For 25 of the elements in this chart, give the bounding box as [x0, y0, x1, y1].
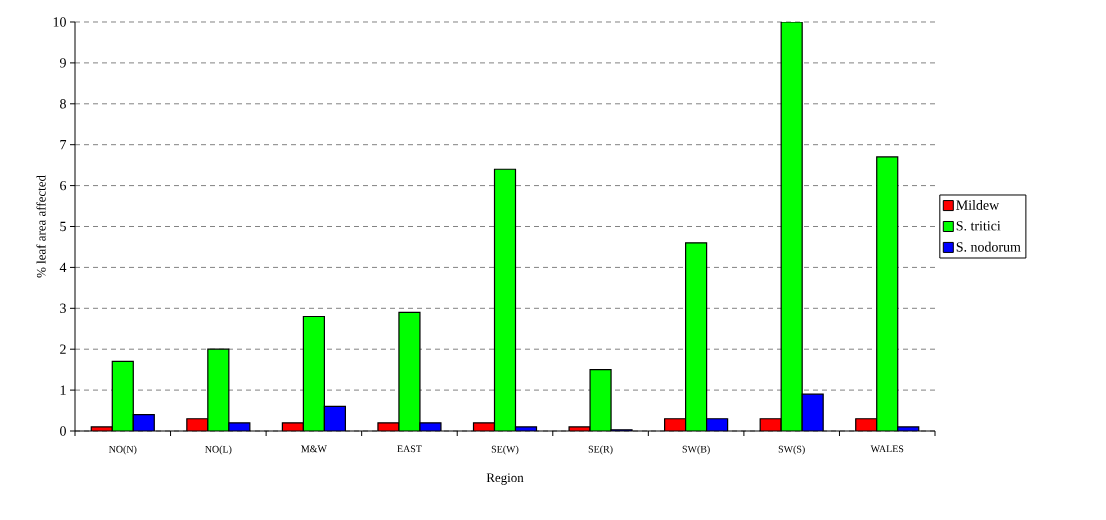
legend-label: Mildew — [956, 199, 1000, 210]
y-tick-label: 6 — [60, 180, 67, 191]
y-tick-label: 7 — [60, 140, 67, 150]
x-tick-label: NO(N) — [108, 445, 137, 455]
x-tick-label: SE(R) — [588, 445, 613, 455]
x-tick-label: WALES — [870, 445, 904, 453]
y-tick-label: 1 — [60, 385, 66, 395]
x-tick-label: SW(S) — [778, 445, 805, 455]
y-tick-label: 3 — [60, 303, 66, 313]
y-axis-title: % leaf area affected — [36, 175, 46, 278]
y-tick-label: 2 — [60, 344, 66, 354]
y-tick-label: 8 — [60, 99, 66, 109]
x-tick-label: NO(L) — [205, 445, 232, 455]
x-tick-label: EAST — [397, 445, 422, 453]
x-tick-label: SW(B) — [682, 445, 710, 455]
x-tick-label: M&W — [301, 445, 327, 453]
legend-label: S. nodorum — [956, 241, 1021, 252]
x-tick-label: SE(W) — [491, 445, 519, 455]
y-tick-label: 9 — [59, 58, 66, 68]
legend-label: S. tritici — [956, 221, 1001, 231]
y-tick-label: 4 — [59, 262, 67, 272]
y-tick-label: 0 — [60, 426, 66, 436]
y-tick-label: 10 — [53, 17, 66, 27]
x-axis-title: Region — [486, 473, 524, 485]
y-tick-label: 5 — [60, 221, 66, 232]
